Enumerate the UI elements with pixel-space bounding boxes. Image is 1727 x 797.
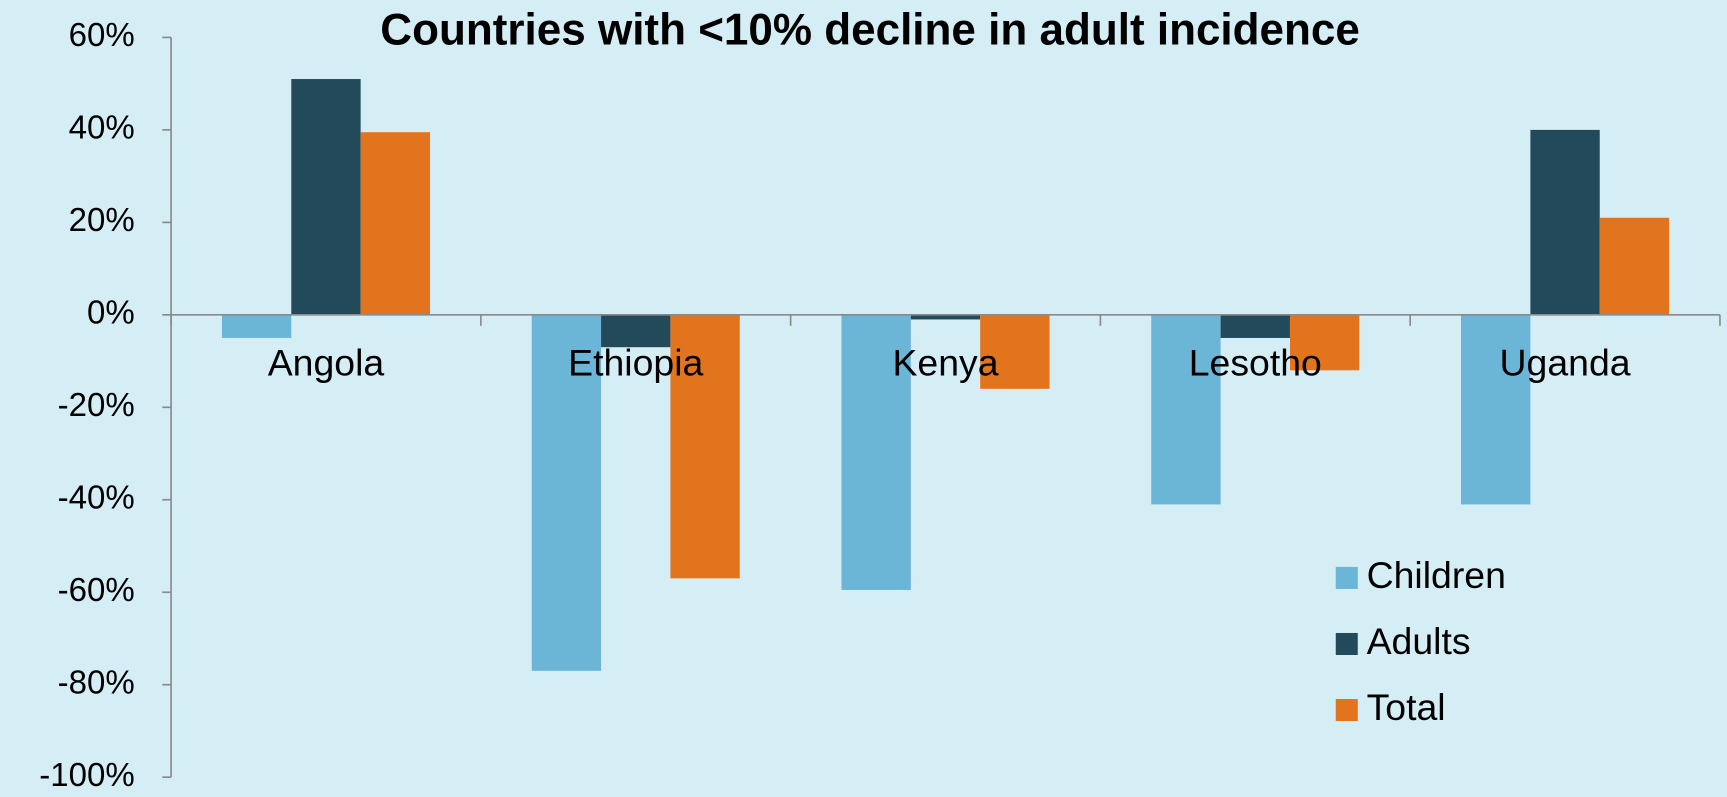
legend-swatch: [1335, 566, 1358, 589]
y-tick-label: -20%: [58, 386, 135, 423]
y-tick-label: -80%: [58, 663, 135, 700]
bar: [1289, 314, 1360, 371]
bar: [1599, 217, 1670, 315]
y-tick-label: -40%: [58, 478, 135, 515]
y-tick-label: 40%: [69, 109, 135, 146]
y-tick-label: -100%: [39, 756, 134, 793]
y-tick-label: 20%: [69, 201, 135, 238]
x-tick-label: Lesotho: [1189, 341, 1322, 383]
bar: [670, 314, 740, 579]
y-tick-label: 0%: [87, 294, 135, 331]
bar: [360, 132, 430, 315]
y-tick-label: -60%: [58, 571, 135, 608]
bar: [1151, 314, 1221, 505]
x-tick-label: Uganda: [1500, 341, 1631, 383]
legend-label: Adults: [1367, 620, 1471, 662]
y-tick-label: 60%: [69, 16, 135, 53]
x-tick-label: Kenya: [892, 341, 998, 383]
legend-swatch: [1335, 699, 1358, 722]
x-tick-label: Ethiopia: [568, 341, 703, 383]
legend-swatch: [1335, 632, 1358, 655]
bar: [1530, 129, 1600, 315]
bar: [221, 314, 292, 338]
bar: [1220, 314, 1290, 338]
chart-title: Countries with <10% decline in adult inc…: [380, 6, 1360, 55]
x-tick-label: Angola: [268, 341, 385, 383]
bar: [910, 314, 981, 320]
bar: [291, 79, 361, 315]
legend-label: Total: [1367, 686, 1446, 728]
bar: [841, 314, 911, 590]
bar: [1461, 314, 1531, 505]
bar: [980, 314, 1050, 389]
legend-label: Children: [1367, 554, 1506, 596]
bar: [531, 314, 602, 671]
bar: [601, 314, 671, 348]
